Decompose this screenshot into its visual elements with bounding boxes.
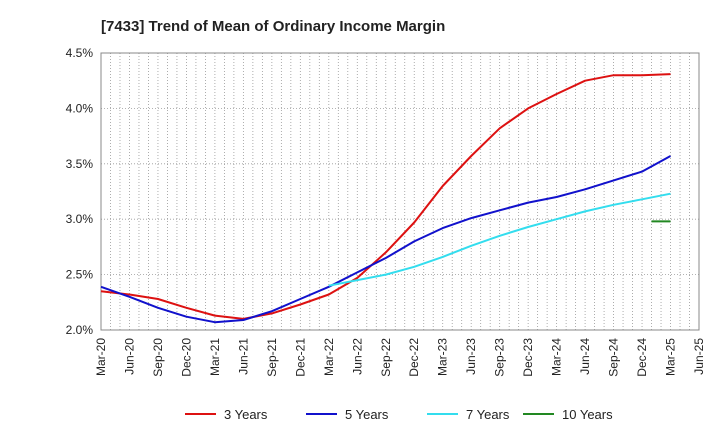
x-tick-label: Sep-22 [379, 338, 393, 377]
series-line-7-years [328, 192, 671, 287]
series-line-5-years [100, 155, 671, 324]
x-tick-label: Jun-22 [350, 338, 364, 375]
chart-title: [7433] Trend of Mean of Ordinary Income … [101, 18, 445, 35]
x-tick-label: Mar-20 [94, 338, 108, 376]
x-tick-label: Jun-20 [122, 338, 136, 375]
y-tick-label: 2.0% [66, 323, 94, 337]
y-axis: 2.0% 2.5% 3.0% 3.5% 4.0% 4.5% [66, 46, 94, 337]
series-line-3-years [100, 73, 671, 320]
x-tick-label: Mar-24 [550, 338, 564, 376]
x-axis: Mar-20 Jun-20 Sep-20 Dec-20 Mar-21 Jun-21 Sep-… [94, 338, 706, 377]
legend-label: 3 Years [224, 407, 268, 422]
y-tick-label: 4.0% [66, 101, 94, 115]
x-tick-label: Mar-25 [664, 338, 678, 376]
series-lines [100, 73, 671, 324]
y-tick-label: 3.0% [66, 212, 94, 226]
x-tick-label: Jun-23 [464, 338, 478, 375]
x-tick-label: Sep-21 [265, 338, 279, 377]
x-tick-label: Sep-20 [151, 338, 165, 377]
x-tick-label: Dec-24 [635, 338, 649, 377]
grid [101, 52, 699, 331]
x-tick-label: Jun-24 [578, 338, 592, 375]
legend-label: 5 Years [345, 407, 389, 422]
y-tick-label: 4.5% [66, 46, 94, 60]
x-tick-label: Jun-21 [236, 338, 250, 375]
x-tick-label: Sep-23 [493, 338, 507, 377]
x-tick-label: Sep-24 [607, 338, 621, 377]
x-tick-label: Dec-22 [407, 338, 421, 377]
x-tick-label: Mar-23 [436, 338, 450, 376]
x-tick-label: Jun-25 [692, 338, 706, 375]
x-tick-label: Mar-22 [322, 338, 336, 376]
legend: 3 Years 5 Years 7 Years 10 Years [185, 407, 613, 422]
plot-area-frame [100, 52, 700, 331]
x-tick-label: Dec-20 [179, 338, 193, 377]
y-tick-label: 3.5% [66, 157, 94, 171]
x-tick-label: Dec-23 [521, 338, 535, 377]
legend-label: 10 Years [562, 407, 613, 422]
x-tick-label: Mar-21 [208, 338, 222, 376]
y-tick-label: 2.5% [66, 268, 94, 282]
legend-label: 7 Years [466, 407, 510, 422]
x-tick-label: Dec-21 [293, 338, 307, 377]
